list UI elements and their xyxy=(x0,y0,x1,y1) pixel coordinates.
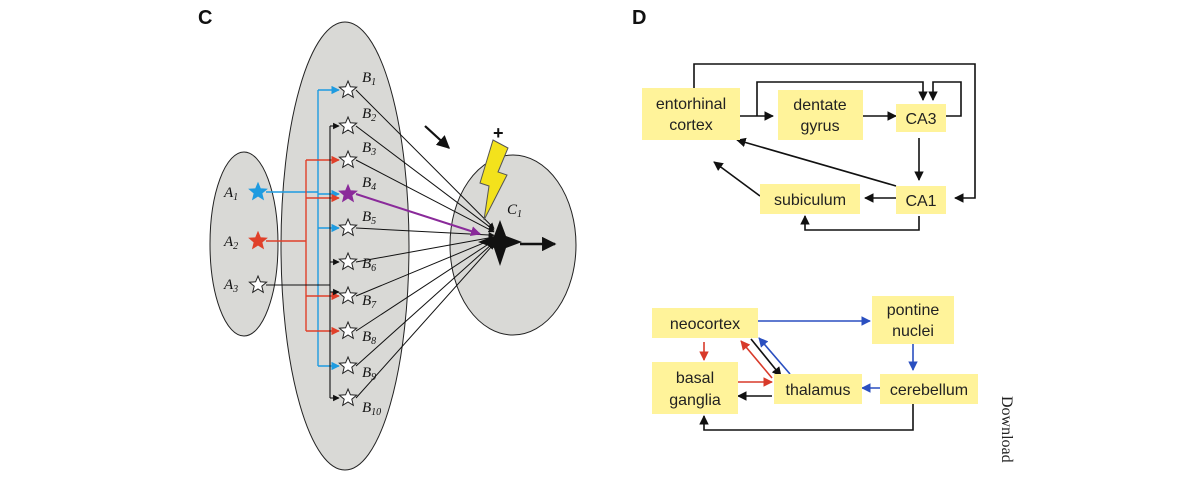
edge-dg-loop-ca3 xyxy=(756,81,928,116)
star-b2 xyxy=(338,115,358,135)
label-pontine-line1: pontine xyxy=(887,302,940,319)
edge-ec-ca1-outer xyxy=(693,63,976,203)
label-b4: B4 xyxy=(362,175,376,193)
label-a3: A3 xyxy=(223,277,238,295)
panel-c-label: C xyxy=(198,7,212,29)
label-basal-line2: ganglia xyxy=(669,392,721,409)
label-ca3: CA3 xyxy=(905,111,936,128)
edge-thalamus-neocortex-red xyxy=(740,340,773,379)
edge-neocortex-thalamus-black xyxy=(750,338,782,377)
label-dentate-line2: gyrus xyxy=(800,118,839,135)
connection-layer xyxy=(266,85,495,402)
edge-b6-c1 xyxy=(355,235,495,263)
edge-b1-c1 xyxy=(355,89,495,229)
box-basal-ganglia xyxy=(652,362,738,414)
label-ca1: CA1 xyxy=(905,193,936,210)
star-a3 xyxy=(248,274,268,294)
label-entorhinal-line1: entorhinal xyxy=(656,96,726,113)
plus-sign: + xyxy=(493,123,504,143)
label-pontine-line2: nuclei xyxy=(892,323,934,340)
edge-b3-c1 xyxy=(355,159,495,233)
edge-b10-c1 xyxy=(355,243,495,399)
ellipse-b xyxy=(280,21,410,471)
label-b3: B3 xyxy=(362,140,376,158)
star-c1 xyxy=(478,220,522,266)
edge-ca1-subiculum-loop xyxy=(800,215,920,231)
box-thalamus xyxy=(774,374,862,404)
edge-thalamus-neocortex-blue xyxy=(758,337,791,375)
box-ca3 xyxy=(896,104,946,132)
star-b9 xyxy=(338,355,358,375)
edge-b9-c1 xyxy=(355,241,495,367)
label-neocortex: neocortex xyxy=(670,316,740,333)
label-b5: B5 xyxy=(362,209,376,227)
label-b2: B2 xyxy=(362,106,376,124)
label-basal-line1: basal xyxy=(676,370,714,387)
star-b4 xyxy=(338,183,358,203)
label-cerebellum: cerebellum xyxy=(890,382,968,399)
edge-b8-c1 xyxy=(355,240,495,332)
ellipse-a xyxy=(209,151,279,337)
star-b3 xyxy=(338,149,358,169)
box-subiculum xyxy=(760,184,860,214)
label-thalamus: thalamus xyxy=(786,382,851,399)
star-a1 xyxy=(248,181,268,201)
label-dentate-line1: dentate xyxy=(793,97,846,114)
label-c1: C1 xyxy=(507,202,522,220)
box-entorhinal-cortex xyxy=(642,88,740,140)
edge-subiculum-ec xyxy=(713,161,761,197)
label-b9: B9 xyxy=(362,365,376,383)
star-b6 xyxy=(338,251,358,271)
box-dentate-gyrus xyxy=(778,90,863,140)
star-b10 xyxy=(338,387,358,407)
box-neocortex xyxy=(652,308,758,338)
star-a2 xyxy=(248,230,268,250)
box-cerebellum xyxy=(880,374,978,404)
lightning-bolt-icon xyxy=(479,139,509,221)
box-ca1 xyxy=(896,186,946,214)
edge-b2-c1 xyxy=(355,125,495,231)
star-layer xyxy=(248,79,358,407)
input-direction-arrow xyxy=(424,125,450,149)
label-b7: B7 xyxy=(362,293,377,311)
edge-ca1-ec xyxy=(736,137,897,187)
star-b5 xyxy=(338,217,358,237)
edge-b4-c1 xyxy=(355,193,481,236)
side-text-download: Download xyxy=(998,396,1015,463)
star-b7 xyxy=(338,285,358,305)
label-a1: A1 xyxy=(223,185,238,203)
label-b8: B8 xyxy=(362,329,376,347)
label-a2: A2 xyxy=(223,234,238,252)
star-b1 xyxy=(338,79,358,99)
label-b10: B10 xyxy=(362,400,381,418)
star-b8 xyxy=(338,320,358,340)
edge-b7-c1 xyxy=(355,238,495,297)
label-entorhinal-line2: cortex xyxy=(669,117,713,134)
edge-cerebellum-basal-loop xyxy=(699,404,914,431)
label-b1: B1 xyxy=(362,70,376,88)
label-subiculum: subiculum xyxy=(774,192,846,209)
label-b6: B6 xyxy=(362,256,376,274)
edge-ca3-recurrent xyxy=(928,81,962,117)
panel-d-label: D xyxy=(632,7,646,29)
box-pontine-nuclei xyxy=(872,296,954,344)
